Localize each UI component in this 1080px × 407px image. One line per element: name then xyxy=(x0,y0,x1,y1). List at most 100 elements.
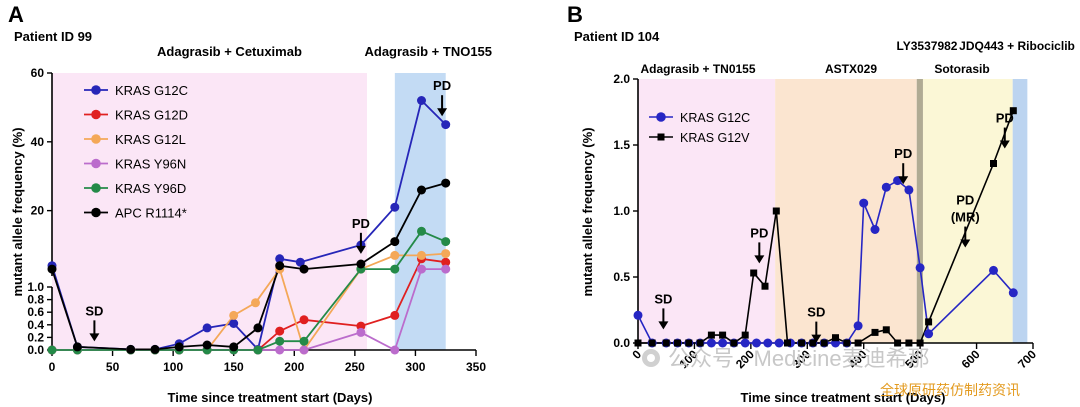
data-point-s5-p0 xyxy=(47,264,57,274)
treatment-label-1: Adagrasib + TNO155 xyxy=(365,44,493,59)
panel-b: Adagrasib + TN0155 ASTX029 LY3537982 Sotora… xyxy=(567,2,1075,405)
data-point-s1-p9 xyxy=(299,315,309,325)
data-point-s1-p24 xyxy=(916,339,924,347)
legend-label-0: KRAS G12C xyxy=(680,111,750,125)
legend-marker-1 xyxy=(91,109,101,120)
annotation-1: PD xyxy=(352,216,370,231)
data-point-s1-p4 xyxy=(685,339,693,347)
data-point-s3-p8 xyxy=(275,345,285,355)
data-point-s0-p8 xyxy=(275,254,285,264)
annotation-5: (MR) xyxy=(951,210,980,225)
data-point-s4-p0 xyxy=(47,345,57,355)
y-axis-label: mutant allele frequency (%) xyxy=(580,127,595,296)
data-point-s0-p20 xyxy=(859,198,869,208)
data-point-s1-p0 xyxy=(634,339,642,347)
treatment-label-2: LY3537982 xyxy=(897,39,958,53)
y-tick-label-upper-2: 60 xyxy=(31,66,45,80)
treatment-band-1 xyxy=(394,73,446,350)
treatment-label-0: Adagrasib + TN0155 xyxy=(640,62,755,76)
annotation-2: SD xyxy=(807,305,825,320)
treatment-band-2 xyxy=(916,79,923,343)
legend-marker-1 xyxy=(657,133,665,141)
data-point-s0-p24 xyxy=(904,185,914,195)
data-point-s1-p22 xyxy=(894,339,902,347)
data-point-s5-p7 xyxy=(253,323,263,333)
x-tick-label-0: 0 xyxy=(629,347,644,362)
data-point-s1-p12 xyxy=(772,207,780,215)
treatment-label-4: JDQ443 + Ribociclib xyxy=(959,39,1075,53)
data-point-s0-p11 xyxy=(763,338,773,348)
data-point-s0-p12 xyxy=(417,96,426,105)
data-point-s1-p6 xyxy=(707,331,715,339)
treatment-band-0 xyxy=(638,79,776,343)
data-point-s2-p13 xyxy=(441,249,451,259)
data-point-s1-p25 xyxy=(925,318,933,326)
y-tick-label-lower-2: 0.4 xyxy=(27,318,44,332)
data-point-s5-p12 xyxy=(417,185,426,195)
legend-marker-0 xyxy=(91,85,101,95)
legend-label-4: KRAS Y96D xyxy=(115,181,186,196)
data-point-s0-p6 xyxy=(706,338,716,348)
panel-letter: B xyxy=(567,2,583,27)
data-point-s1-p13 xyxy=(441,257,451,267)
data-point-s1-p3 xyxy=(674,339,681,347)
data-point-s5-p5 xyxy=(202,340,212,350)
legend-marker-4 xyxy=(91,183,101,193)
x-tick-label-5: 250 xyxy=(345,360,365,374)
watermark-text: 公众号 · Medicine麦迪希那 xyxy=(668,346,930,371)
data-point-s3-p11 xyxy=(390,345,400,355)
treatment-label-1: ASTX029 xyxy=(825,62,877,76)
data-point-s1-p13 xyxy=(784,339,791,347)
legend-marker-5 xyxy=(91,207,101,218)
legend-label-1: KRAS G12D xyxy=(115,108,188,123)
data-point-s0-p6 xyxy=(229,319,239,328)
data-point-s1-p2 xyxy=(662,339,670,347)
x-tick-label-2: 100 xyxy=(163,360,183,374)
data-point-s0-p22 xyxy=(881,182,891,192)
data-point-s0-p11 xyxy=(390,202,400,212)
data-point-s1-p18 xyxy=(843,339,851,347)
y-tick-label-4: 2.0 xyxy=(613,72,630,86)
annotation-arrow-2-head xyxy=(811,334,822,343)
data-point-s3-p12 xyxy=(417,264,426,274)
data-point-s5-p8 xyxy=(275,261,285,271)
data-point-s5-p10 xyxy=(356,259,366,269)
data-point-s5-p9 xyxy=(299,264,309,274)
legend-marker-0 xyxy=(656,112,666,122)
annotation-arrow-6-head xyxy=(999,140,1010,149)
data-point-s0-p12 xyxy=(774,338,784,348)
data-point-s2-p6 xyxy=(229,310,239,320)
legend-marker-3 xyxy=(91,158,101,169)
data-point-s4-p11 xyxy=(390,264,400,274)
panel-letter: A xyxy=(8,2,24,27)
x-tick-label-6: 300 xyxy=(405,360,425,374)
legend-label-3: KRAS Y96N xyxy=(115,157,186,172)
data-point-s1-p11 xyxy=(390,310,400,320)
treatment-label-3: Sotorasib xyxy=(934,62,989,76)
x-tick-label-0: 0 xyxy=(49,360,56,374)
panel-title: Patient ID 104 xyxy=(574,29,660,44)
data-point-s1-p20 xyxy=(871,328,879,336)
y-tick-label-upper-0: 20 xyxy=(31,204,45,218)
treatment-label-0: Adagrasib + Cetuximab xyxy=(157,44,302,59)
annotation-arrow-1-head xyxy=(754,255,765,264)
data-point-s1-p23 xyxy=(905,339,913,347)
annotation-2: PD xyxy=(433,78,451,93)
data-point-s4-p12 xyxy=(417,226,426,236)
x-tick-label-4: 200 xyxy=(284,360,304,374)
legend-label-1: KRAS G12V xyxy=(680,131,750,145)
x-tick-label-7: 350 xyxy=(466,360,486,374)
data-point-s1-p5 xyxy=(696,339,704,347)
data-point-s0-p10 xyxy=(752,338,761,348)
legend-label-0: KRAS G12C xyxy=(115,83,188,98)
data-point-s2-p7 xyxy=(251,298,260,308)
data-point-s4-p7 xyxy=(253,345,263,355)
annotation-arrow-3-head xyxy=(898,176,909,185)
annotation-arrow-2-head xyxy=(437,108,448,117)
annotation-4: PD xyxy=(956,192,974,207)
watermark-subtext: 全球原研药仿制药资讯 xyxy=(880,382,1020,399)
data-point-s1-p26 xyxy=(990,160,997,167)
data-point-s5-p3 xyxy=(150,344,160,354)
data-point-s0-p25 xyxy=(915,263,925,273)
